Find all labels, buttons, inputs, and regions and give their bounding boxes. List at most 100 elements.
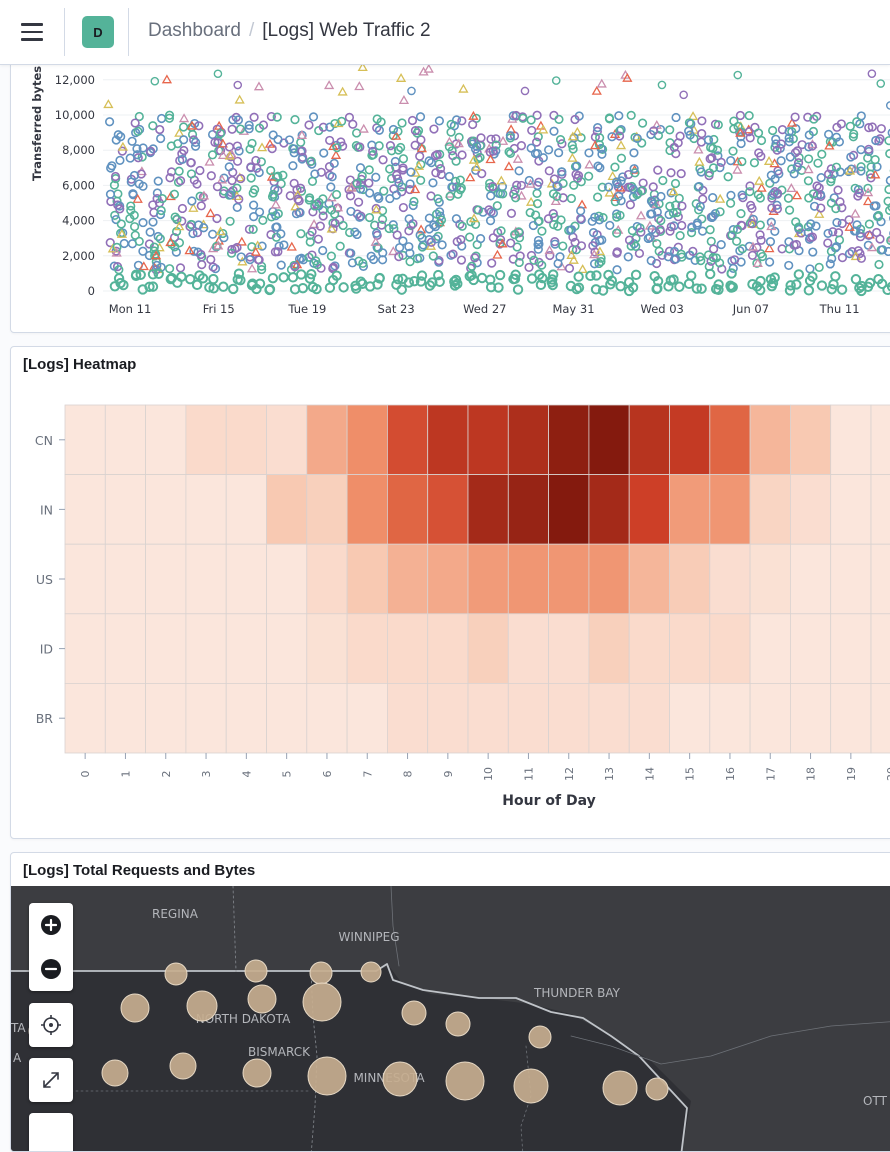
scatter-point (128, 137, 136, 145)
scatter-point (521, 87, 528, 94)
scatter-point (710, 245, 718, 253)
heatmap-y-label: US (36, 572, 53, 587)
scatter-point (778, 245, 786, 253)
scatter-point (857, 146, 865, 154)
heatmap-cell (549, 683, 589, 753)
fullscreen-button[interactable] (29, 1058, 73, 1102)
scatter-point (158, 115, 166, 123)
scatter-point (365, 166, 373, 174)
scatter-point (319, 247, 327, 255)
scatter-point (737, 112, 745, 120)
heatmap-cell (589, 614, 629, 684)
heatmap-cell (710, 683, 750, 753)
expand-icon (40, 1069, 62, 1091)
map-canvas[interactable]: REGINA WINNIPEG THUNDER BAY NORTH DAKOTA… (11, 886, 890, 1152)
heatmap-x-label: 6 (321, 771, 334, 778)
scatter-x-tick-label: Fri 15 (203, 302, 235, 316)
scatter-point (878, 125, 886, 133)
heatmap-x-label: 13 (603, 767, 616, 781)
scatter-point (839, 254, 847, 262)
scatter-point (151, 78, 158, 85)
heatmap-cell (831, 475, 871, 545)
scatter-point (585, 161, 593, 168)
scatter-point (119, 143, 127, 150)
scatter-point (813, 182, 821, 190)
space-avatar[interactable]: D (82, 16, 114, 48)
heatmap-cell (307, 614, 347, 684)
heatmap-cell (347, 683, 387, 753)
scatter-point (149, 218, 157, 226)
scatter-point (666, 139, 674, 147)
heatmap-x-label: 9 (442, 771, 455, 778)
heatmap-cell (871, 405, 890, 475)
heatmap-cell (710, 614, 750, 684)
heatmap-cell (871, 614, 890, 684)
scatter-point (372, 173, 380, 181)
scatter-point (392, 281, 400, 289)
heatmap-cell (871, 475, 890, 545)
scatter-point (824, 239, 832, 247)
heatmap-cell (105, 614, 145, 684)
map-bubble (514, 1069, 548, 1103)
heatmap-cell (468, 405, 508, 475)
scatter-x-tick-label: Thu 11 (819, 302, 860, 316)
heatmap-cell (549, 544, 589, 614)
zoom-out-button[interactable] (29, 947, 73, 991)
scatter-point (279, 273, 287, 281)
scatter-point (398, 119, 406, 127)
heatmap-cell (307, 405, 347, 475)
scatter-point (466, 174, 474, 181)
map-bubble (303, 983, 341, 1021)
scatter-point (297, 270, 305, 278)
heatmap-x-label: 17 (764, 767, 777, 781)
scatter-point (675, 283, 683, 291)
heatmap-x-label: 12 (563, 767, 576, 781)
scatter-point (659, 177, 667, 185)
hamburger-menu-button[interactable] (8, 12, 56, 52)
scatter-point (667, 169, 675, 177)
heatmap-cell (468, 475, 508, 545)
scatter-point (618, 154, 626, 162)
scatter-point (709, 194, 717, 202)
scatter-point (528, 274, 536, 282)
scatter-point (724, 173, 732, 181)
scatter-point (131, 119, 139, 127)
scatter-point (353, 129, 361, 137)
scatter-point (446, 192, 454, 200)
heatmap-cell (146, 614, 186, 684)
scatter-point (570, 256, 578, 263)
scatter-point (632, 271, 640, 279)
scatter-point (817, 174, 825, 182)
heatmap-cell (146, 405, 186, 475)
breadcrumb-separator: / (249, 20, 254, 41)
scatter-point (594, 162, 602, 170)
map-zoom-control (29, 903, 73, 991)
scatter-point (868, 70, 875, 77)
scatter-point (379, 156, 387, 164)
heatmap-cell (65, 475, 105, 545)
scatter-point (672, 180, 680, 188)
zoom-in-button[interactable] (29, 903, 73, 947)
scatter-point (247, 174, 255, 182)
scatter-points (104, 63, 890, 295)
menu-icon-line (21, 23, 43, 26)
scatter-point (676, 232, 684, 240)
scatter-chart: Transferred bytes 02,0004,0006,0008,0001… (11, 31, 890, 333)
locate-button[interactable] (29, 1003, 73, 1047)
scatter-point (319, 212, 327, 220)
map-control-partial[interactable] (29, 1113, 73, 1152)
breadcrumb-dashboard-link[interactable]: Dashboard (148, 20, 241, 41)
scatter-point (568, 154, 576, 161)
heatmap-cell (186, 405, 226, 475)
scatter-point (305, 121, 313, 129)
scatter-point (209, 230, 217, 238)
heatmap-cell (105, 544, 145, 614)
heatmap-cell (508, 544, 548, 614)
scatter-point (677, 170, 685, 178)
plus-circle-icon (40, 914, 62, 936)
scatter-point (310, 113, 318, 121)
heatmap-cell (428, 405, 468, 475)
map-label-thunder-bay: THUNDER BAY (533, 986, 621, 1000)
scatter-point (707, 238, 715, 246)
